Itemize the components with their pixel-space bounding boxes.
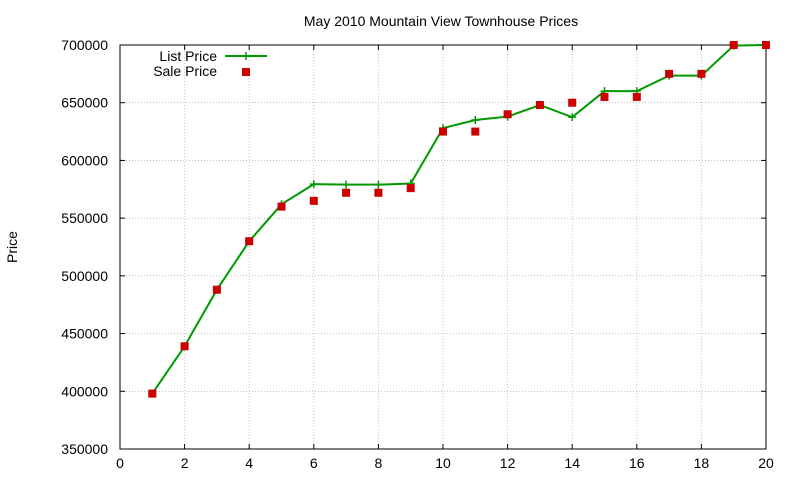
y-axis-tick-labels: 350000 400000 450000 500000 550000 600000 6500… [61, 37, 108, 457]
y-tick-label: 600000 [61, 152, 108, 168]
sale-price-point [374, 188, 383, 197]
sale-price-point [277, 202, 286, 211]
sale-price-point [212, 285, 221, 294]
y-tick-label: 400000 [61, 383, 108, 399]
sale-price-point [342, 188, 351, 197]
x-axis-tick-labels: 0 2 4 6 8 10 12 14 16 18 20 [116, 455, 774, 471]
sale-price-point [148, 389, 157, 398]
y-tick-label: 450000 [61, 326, 108, 342]
sale-price-point [406, 184, 415, 193]
x-tick-label: 20 [758, 455, 774, 471]
y-tick-label: 550000 [61, 210, 108, 226]
legend-marker-list-price [242, 52, 250, 60]
sale-price-point [665, 69, 674, 78]
x-tick-label: 18 [694, 455, 710, 471]
sale-price-point [245, 237, 254, 246]
sale-price-point [632, 92, 641, 101]
series-layer [148, 41, 770, 398]
list-price-point [374, 180, 383, 189]
x-tick-label: 12 [500, 455, 516, 471]
sale-price-point [535, 101, 544, 110]
list-price-point [471, 116, 480, 125]
sale-price-point [439, 127, 447, 136]
legend-marker-sale-price [242, 68, 250, 76]
list-price-line [151, 44, 767, 395]
sale-price-point [180, 342, 189, 351]
x-tick-label: 8 [375, 455, 383, 471]
sale-price-point [697, 69, 706, 78]
x-tick-label: 14 [564, 455, 580, 471]
list-price-point [568, 113, 577, 122]
legend-label-list-price: List Price [159, 48, 217, 64]
y-tick-label: 500000 [61, 268, 108, 284]
x-tick-label: 0 [116, 455, 124, 471]
sale-price-point [600, 92, 609, 101]
y-tick-label: 350000 [61, 441, 108, 457]
y-axis-label: Price [4, 231, 20, 263]
x-tick-label: 2 [181, 455, 189, 471]
grid [120, 45, 766, 449]
sale-price-point [729, 41, 738, 49]
sale-price-point [309, 196, 318, 205]
list-price-point [342, 180, 351, 189]
chart-title: May 2010 Mountain View Townhouse Prices [304, 13, 578, 29]
list-price-point [309, 180, 318, 189]
x-tick-label: 4 [245, 455, 253, 471]
sale-price-point [568, 98, 577, 107]
sale-price-point [503, 110, 512, 119]
y-tick-label: 650000 [61, 95, 108, 111]
x-tick-label: 6 [310, 455, 318, 471]
y-tick-label: 700000 [61, 37, 108, 53]
sale-price-point [471, 127, 480, 136]
x-tick-label: 10 [435, 455, 451, 471]
x-tick-label: 16 [629, 455, 645, 471]
legend-label-sale-price: Sale Price [153, 63, 217, 79]
sale-price-point [762, 41, 770, 49]
